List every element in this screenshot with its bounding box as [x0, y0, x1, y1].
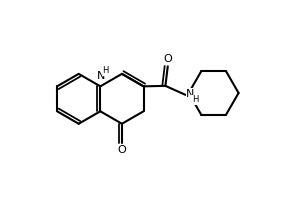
Text: N: N: [186, 89, 194, 99]
Text: O: O: [164, 54, 172, 64]
Text: H: H: [102, 66, 109, 75]
Text: H: H: [192, 95, 198, 104]
Text: N: N: [97, 71, 105, 81]
Text: O: O: [118, 145, 126, 155]
